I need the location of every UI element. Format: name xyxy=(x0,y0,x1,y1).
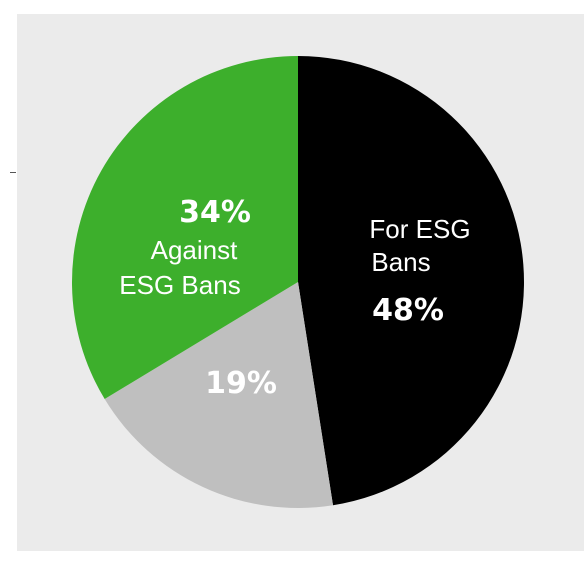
slice-label-3-line-1: Against xyxy=(151,235,238,265)
slice-value-label-2: 19% xyxy=(205,366,277,401)
slice-label-1-line-1: For ESG xyxy=(369,214,470,244)
slice-label-1-line-2: Bans xyxy=(371,247,430,277)
slice-value-label-3: 34% xyxy=(179,195,251,230)
slice-value-label-1: 48% xyxy=(372,293,444,328)
stray-tick-mark xyxy=(10,172,16,173)
pie-slice-2 xyxy=(104,282,334,508)
pie-slice-3 xyxy=(72,56,298,400)
slice-label-3-line-2: ESG Bans xyxy=(119,270,240,300)
pie-slice-1 xyxy=(298,56,524,506)
